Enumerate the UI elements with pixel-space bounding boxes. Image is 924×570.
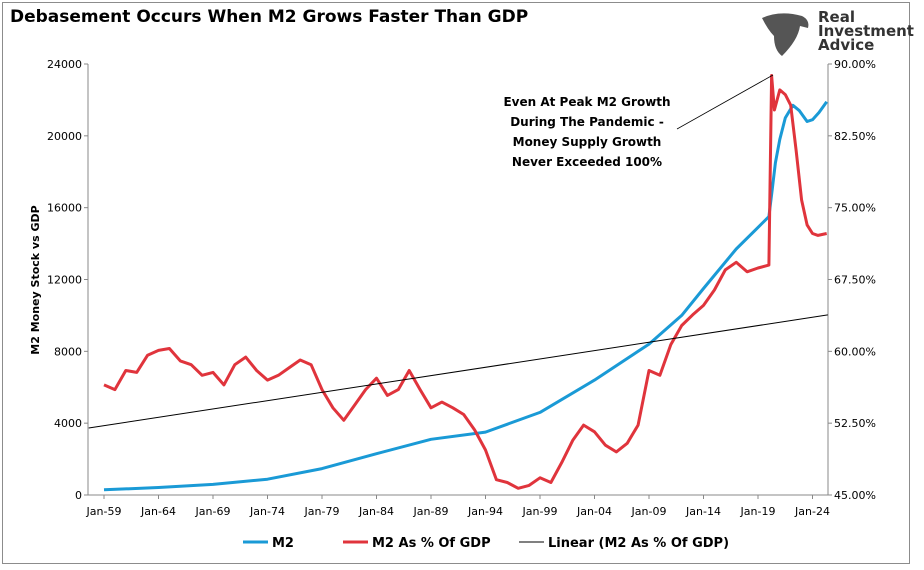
x-tick-label: Jan-89 [413, 505, 449, 518]
y-left-tick-label: 16000 [47, 202, 82, 215]
annotation-text: Money Supply Growth [513, 135, 662, 149]
legend-label: M2 [272, 536, 294, 551]
series-line-m2-pct-gdp [103, 74, 828, 490]
annotation-text: Even At Peak M2 Growth [503, 95, 670, 109]
x-tick-label: Jan-74 [249, 505, 285, 518]
y-left-tick-label: 0 [75, 489, 82, 502]
x-tick-label: Jan-94 [467, 505, 503, 518]
series-line-linear-trend [88, 314, 828, 429]
y-right-tick-label: 67.50% [834, 274, 876, 287]
legend-label: M2 As % Of GDP [372, 536, 491, 551]
y-right-tick-label: 90.00% [834, 58, 876, 71]
y-left-tick-label: 8000 [54, 345, 82, 358]
annotation-leader-line [676, 74, 774, 130]
x-tick-label: Jan-09 [631, 505, 667, 518]
logo-line: Advice [818, 36, 875, 54]
logo-text: Real Investment Advice [818, 8, 914, 54]
annotation-text: During The Pandemic - [510, 115, 664, 129]
x-tick-label: Jan-14 [685, 505, 721, 518]
legend-label: Linear (M2 As % Of GDP) [548, 536, 729, 551]
logo-line: Real [818, 8, 855, 26]
chart-frame [2, 2, 910, 564]
eagle-logo-icon [762, 13, 809, 56]
x-tick-label: Jan-84 [358, 505, 394, 518]
y-axis-label: M2 Money Stock vs GDP [29, 205, 42, 354]
y-left-tick-label: 12000 [47, 274, 82, 287]
y-right-tick-label: 82.50% [834, 130, 876, 143]
x-tick-label: Jan-04 [576, 505, 612, 518]
y-left-tick-label: 20000 [47, 130, 82, 143]
y-right-tick-label: 52.50% [834, 417, 876, 430]
x-tick-label: Jan-64 [140, 505, 176, 518]
x-tick-label: Jan-59 [86, 505, 122, 518]
y-left-tick-label: 4000 [54, 417, 82, 430]
y-right-tick-label: 75.00% [834, 202, 876, 215]
y-right-tick-label: 45.00% [834, 489, 876, 502]
x-tick-label: Jan-99 [522, 505, 558, 518]
x-tick-label: Jan-19 [740, 505, 776, 518]
x-tick-label: Jan-79 [304, 505, 340, 518]
logo-line: Investment [818, 22, 914, 40]
annotation-text: Never Exceeded 100% [512, 155, 662, 169]
y-right-tick-label: 60.00% [834, 345, 876, 358]
y-left-tick-label: 24000 [47, 58, 82, 71]
x-tick-label: Jan-69 [195, 505, 231, 518]
x-tick-label: Jan-24 [794, 505, 830, 518]
chart-title: Debasement Occurs When M2 Grows Faster T… [10, 7, 529, 27]
series-line-m2 [103, 100, 828, 492]
